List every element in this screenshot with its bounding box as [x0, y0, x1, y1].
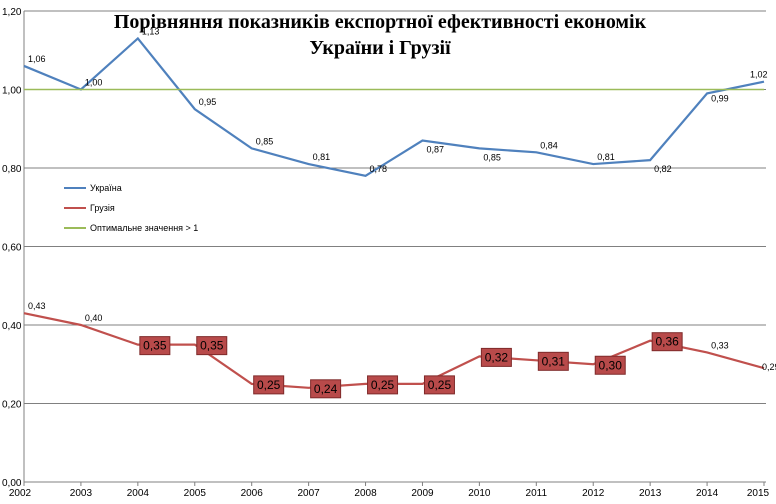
- data-label: 0,29: [762, 362, 776, 372]
- data-label-box: [196, 336, 228, 356]
- y-tick-label: 1,20: [2, 7, 22, 18]
- y-tick-label: 0,80: [2, 164, 22, 175]
- data-label: 0,82: [654, 164, 672, 174]
- data-label: 0,40: [85, 313, 103, 323]
- data-label: 0,36: [655, 335, 679, 349]
- legend-entry: Оптимальне значення > 1: [90, 223, 198, 233]
- data-label: 0,87: [426, 145, 444, 155]
- data-label: 0,32: [485, 350, 509, 364]
- data-label: 0,84: [540, 140, 558, 150]
- x-tick-label: 2007: [297, 488, 320, 499]
- y-tick-label: 0,40: [2, 321, 22, 332]
- data-label-box: [594, 355, 626, 375]
- y-tick-label: 0,00: [2, 478, 22, 489]
- data-label: 0,35: [200, 339, 224, 353]
- x-tick-label: 2008: [354, 488, 377, 499]
- data-label: 0,24: [314, 382, 338, 396]
- data-label: 0,81: [313, 152, 331, 162]
- legend-entry: Грузія: [90, 203, 115, 213]
- data-label: 0,25: [371, 378, 395, 392]
- data-label-box: [310, 379, 342, 399]
- series-line: [23, 36, 765, 178]
- x-tick-label: 2013: [639, 488, 662, 499]
- chart-title-line2: України і Грузії: [309, 37, 451, 59]
- x-tick-label: 2009: [411, 488, 434, 499]
- data-label-box: [651, 332, 683, 352]
- x-tick-label: 2014: [696, 488, 719, 499]
- y-tick-label: 0,60: [2, 243, 22, 254]
- data-label: 0,43: [28, 301, 46, 311]
- data-label-box: [253, 375, 285, 395]
- data-label: 0,78: [370, 164, 388, 174]
- data-label: 0,85: [483, 152, 501, 162]
- x-tick-label: 2004: [127, 488, 150, 499]
- x-tick-label: 2002: [9, 488, 32, 499]
- x-tick-label: 2003: [70, 488, 93, 499]
- data-label: 1,00: [85, 78, 103, 88]
- data-label: 0,25: [428, 378, 452, 392]
- data-label: 0,95: [199, 97, 217, 107]
- chart-title-line1: Порівняння показників експортної ефектив…: [114, 11, 647, 33]
- data-label: 0,99: [711, 93, 729, 103]
- data-label: 1,02: [750, 70, 768, 80]
- data-label: 1,06: [28, 54, 46, 64]
- data-label-box: [423, 375, 455, 395]
- data-label-box: [537, 351, 569, 371]
- data-label: 0,85: [256, 136, 274, 146]
- data-label: 0,81: [597, 152, 615, 162]
- legend-entry: Україна: [90, 183, 122, 193]
- y-tick-label: 1,00: [2, 86, 22, 97]
- data-label: 0,31: [542, 354, 566, 368]
- data-label: 0,33: [711, 340, 729, 350]
- x-tick-label: 2015: [747, 488, 770, 499]
- x-tick-label: 2012: [582, 488, 605, 499]
- y-tick-label: 0,20: [2, 400, 22, 411]
- data-label: 0,35: [143, 339, 167, 353]
- data-label: 1,13: [142, 26, 160, 36]
- x-tick-label: 2006: [241, 488, 264, 499]
- data-label: 0,30: [599, 358, 623, 372]
- data-label-box: [139, 336, 171, 356]
- x-tick-label: 2010: [468, 488, 491, 499]
- x-tick-label: 2011: [526, 488, 548, 499]
- data-label-box: [480, 347, 512, 367]
- data-label-box: [367, 375, 399, 395]
- data-label: 0,25: [257, 378, 281, 392]
- x-tick-label: 2005: [184, 488, 207, 499]
